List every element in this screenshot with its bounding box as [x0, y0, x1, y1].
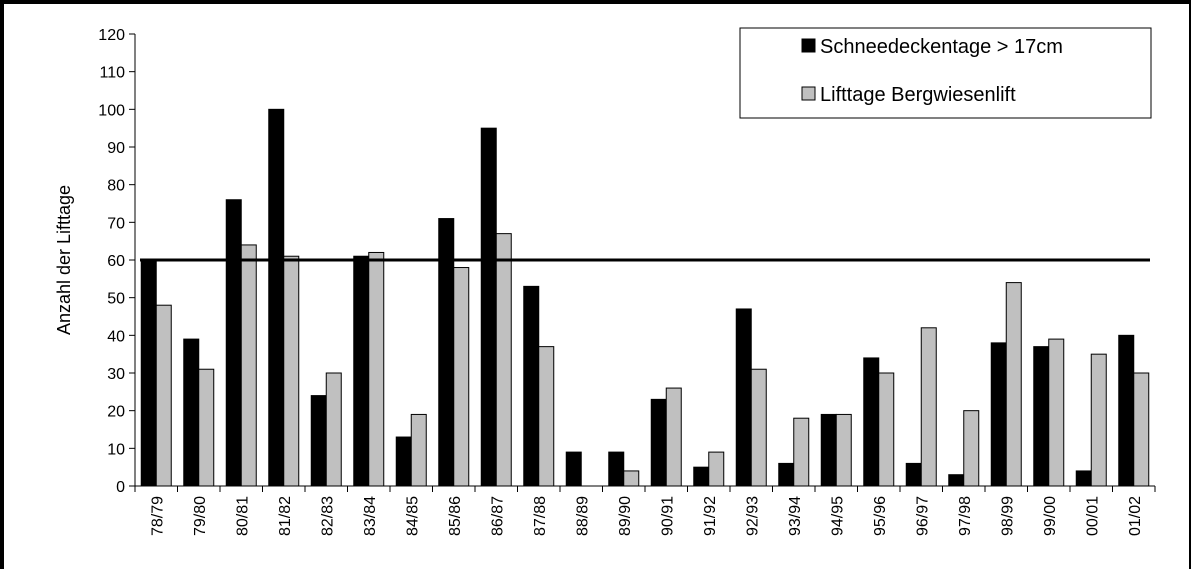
bar-schneedeckentage: [735, 308, 752, 487]
x-tick-label: 98/99: [999, 496, 1016, 536]
bar-lifttage: [410, 413, 427, 487]
y-axis-label: Anzahl der Lifttage: [54, 185, 74, 335]
bar-schneedeckentage: [905, 462, 922, 487]
bar-lifttage: [1090, 353, 1107, 487]
bar-schneedeckentage: [565, 451, 582, 487]
x-tick-label: 84/85: [404, 496, 421, 536]
x-tick-label: 87/88: [532, 496, 549, 536]
y-tick-label: 60: [107, 253, 125, 270]
bar-schneedeckentage: [1118, 334, 1135, 487]
y-tick-label: 30: [107, 366, 125, 383]
bar-schneedeckentage: [183, 338, 200, 487]
bar-lifttage: [283, 255, 300, 487]
x-tick-label: 93/94: [787, 496, 804, 536]
x-tick-label: 92/93: [744, 496, 761, 536]
x-tick-label: 96/97: [914, 496, 931, 536]
x-tick-label: 82/83: [319, 496, 336, 536]
bar-lifttage: [708, 451, 725, 487]
bar-schneedeckentage: [1075, 470, 1092, 487]
bar-lifttage: [155, 304, 172, 487]
legend: Schneedeckentage > 17cm Lifttage Bergwie…: [739, 27, 1152, 119]
x-tick-label: 97/98: [957, 496, 974, 536]
bar-schneedeckentage: [395, 436, 412, 487]
bar-lifttage: [665, 387, 682, 487]
y-tick-label: 0: [116, 479, 125, 496]
y-tick-label: 40: [107, 328, 125, 345]
bar-lifttage: [325, 372, 342, 487]
bar-schneedeckentage: [693, 466, 710, 487]
bar-lifttage: [1005, 282, 1022, 487]
bar-lifttage: [495, 233, 512, 487]
bar-lifttage: [1048, 338, 1065, 487]
bar-schneedeckentage: [650, 398, 667, 487]
bar-lifttage: [198, 368, 215, 487]
bar-lifttage: [368, 251, 385, 487]
bar-lifttage: [963, 410, 980, 487]
legend-swatch-series-1: [801, 38, 816, 53]
x-tick-label: 85/86: [447, 496, 464, 536]
bar-schneedeckentage: [863, 357, 880, 487]
x-tick-label: 94/95: [829, 496, 846, 536]
bar-lifttage: [835, 413, 852, 487]
bar-schneedeckentage: [268, 108, 285, 487]
y-tick-label: 10: [107, 441, 125, 458]
bar-schneedeckentage: [140, 259, 157, 487]
bar-lifttage: [453, 267, 470, 487]
y-tick-label: 80: [107, 178, 125, 195]
bar-lifttage: [623, 470, 640, 487]
bar-lifttage: [1133, 372, 1150, 487]
bar-lifttage: [240, 244, 257, 487]
legend-label-series-2: Lifttage Bergwiesenlift: [820, 84, 1016, 106]
x-tick-label: 00/01: [1084, 496, 1101, 536]
bar-lifttage: [750, 368, 767, 487]
x-tick-label: 01/02: [1127, 496, 1144, 536]
bar-lifttage: [920, 327, 937, 487]
bar-lifttage: [538, 346, 555, 487]
bars: [140, 108, 1150, 487]
bar-lifttage: [793, 417, 810, 487]
x-tick-label: 88/89: [574, 496, 591, 536]
x-tick-label: 95/96: [872, 496, 889, 536]
y-tick-label: 120: [98, 27, 125, 44]
bar-schneedeckentage: [608, 451, 625, 487]
y-tick-label: 20: [107, 404, 125, 421]
y-tick-label: 100: [98, 102, 125, 119]
x-tick-label: 83/84: [362, 496, 379, 536]
bar-schneedeckentage: [948, 474, 965, 487]
bar-lifttage: [878, 372, 895, 487]
bar-schneedeckentage: [778, 462, 795, 487]
bar-schneedeckentage: [353, 255, 370, 487]
x-tick-label: 90/91: [659, 496, 676, 536]
y-tick-label: 90: [107, 140, 125, 157]
x-tick-label: 91/92: [702, 496, 719, 536]
bar-schneedeckentage: [480, 127, 497, 487]
x-tick-label: 81/82: [277, 496, 294, 536]
x-tick-label: 79/80: [192, 496, 209, 536]
x-tick-label: 89/90: [617, 496, 634, 536]
x-tick-label: 78/79: [149, 496, 166, 536]
x-tick-label: 80/81: [234, 496, 251, 536]
legend-label-series-1: Schneedeckentage > 17cm: [820, 36, 1063, 58]
y-tick-label: 110: [99, 65, 125, 82]
y-tick-label: 70: [107, 215, 125, 232]
bar-schneedeckentage: [990, 342, 1007, 487]
legend-swatch-series-2: [801, 86, 816, 101]
bar-schneedeckentage: [820, 413, 837, 487]
bar-schneedeckentage: [310, 395, 327, 487]
bar-schneedeckentage: [1033, 346, 1050, 487]
x-tick-label: 86/87: [489, 496, 506, 536]
bar-schneedeckentage: [225, 199, 242, 487]
x-tick-label: 99/00: [1042, 496, 1059, 536]
bar-schneedeckentage: [523, 285, 540, 487]
y-tick-label: 50: [107, 291, 125, 308]
axes: 0 10 20 30 40 50 60 70 80 90 100 110 120 78/79 79/80 80…: [98, 27, 1156, 536]
